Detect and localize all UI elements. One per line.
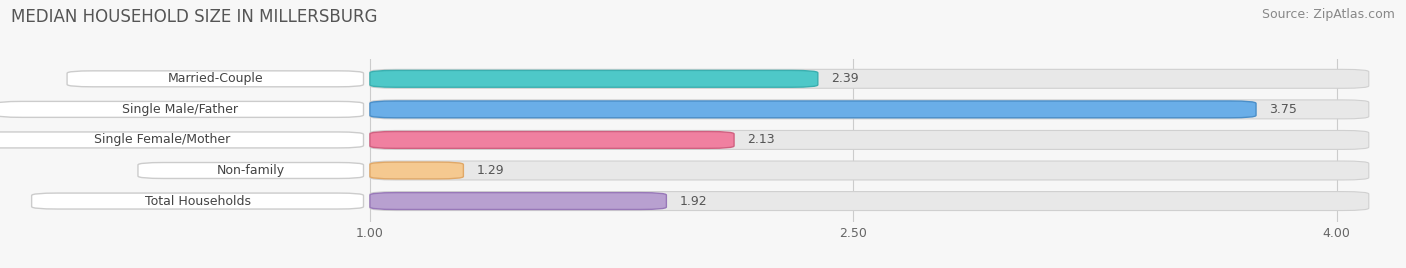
FancyBboxPatch shape (370, 132, 734, 148)
FancyBboxPatch shape (370, 69, 1369, 88)
Text: 1.29: 1.29 (477, 164, 503, 177)
FancyBboxPatch shape (67, 71, 364, 87)
Text: Single Male/Father: Single Male/Father (122, 103, 238, 116)
FancyBboxPatch shape (0, 101, 364, 117)
Text: 2.13: 2.13 (747, 133, 775, 146)
Text: 1.92: 1.92 (679, 195, 707, 207)
Text: 3.75: 3.75 (1268, 103, 1296, 116)
FancyBboxPatch shape (138, 162, 364, 178)
Text: Total Households: Total Households (145, 195, 250, 207)
FancyBboxPatch shape (370, 70, 818, 87)
Text: 2.39: 2.39 (831, 72, 858, 85)
Text: Non-family: Non-family (217, 164, 285, 177)
FancyBboxPatch shape (370, 193, 666, 210)
FancyBboxPatch shape (32, 193, 364, 209)
FancyBboxPatch shape (370, 162, 464, 179)
FancyBboxPatch shape (0, 132, 364, 148)
FancyBboxPatch shape (370, 100, 1369, 119)
FancyBboxPatch shape (370, 131, 1369, 149)
FancyBboxPatch shape (370, 101, 1256, 118)
FancyBboxPatch shape (370, 161, 1369, 180)
Text: Source: ZipAtlas.com: Source: ZipAtlas.com (1261, 8, 1395, 21)
Text: Married-Couple: Married-Couple (167, 72, 263, 85)
FancyBboxPatch shape (370, 192, 1369, 211)
Text: MEDIAN HOUSEHOLD SIZE IN MILLERSBURG: MEDIAN HOUSEHOLD SIZE IN MILLERSBURG (11, 8, 378, 26)
Text: Single Female/Mother: Single Female/Mother (94, 133, 231, 146)
